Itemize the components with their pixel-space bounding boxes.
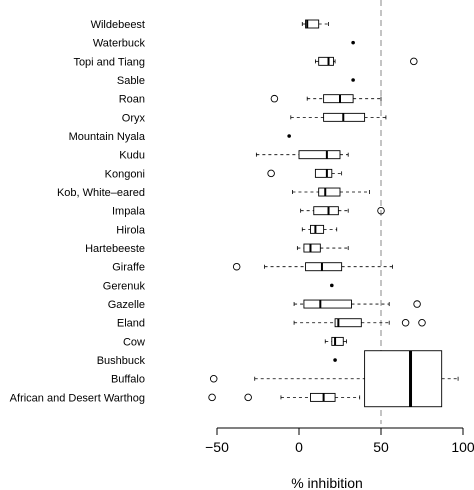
- box-group: [208, 392, 361, 402]
- category-label: Impala: [112, 206, 146, 218]
- outlier-point: [209, 374, 218, 383]
- category-label: Buffalo: [111, 374, 145, 386]
- median-point: [351, 40, 355, 45]
- iqr-box: [318, 56, 334, 66]
- box-group: [209, 350, 459, 408]
- outlier-point: [267, 169, 275, 178]
- x-tick-label: 0: [295, 439, 303, 455]
- iqr-box: [303, 243, 321, 253]
- x-tick-label: 100: [451, 439, 474, 455]
- box-group: [300, 206, 385, 216]
- category-label: Wildebeest: [91, 19, 145, 31]
- outlier-point: [413, 300, 421, 308]
- iqr-box: [334, 318, 362, 328]
- iqr-box: [305, 19, 320, 29]
- box-group: [293, 299, 421, 309]
- box-group: [232, 262, 393, 272]
- box-group: [333, 358, 337, 362]
- category-label: Hartebeeste: [85, 243, 145, 255]
- box-group: [301, 224, 338, 234]
- outlier-point: [410, 57, 418, 66]
- box-group: [287, 134, 291, 138]
- category-label: Sable: [117, 75, 145, 87]
- box-group: [292, 187, 370, 197]
- median-point: [330, 283, 334, 288]
- box-group: [314, 56, 418, 66]
- category-labels: Wildebeest Waterbuck Topi and Tiang Sable Ro…: [10, 19, 146, 404]
- iqr-box: [331, 336, 344, 346]
- category-label: African and Desert Warthog: [10, 392, 145, 404]
- box-group: [296, 243, 349, 253]
- x-tick-label: −50: [205, 439, 229, 455]
- outlier-point: [244, 393, 252, 402]
- category-label: Cow: [123, 336, 145, 348]
- category-label: Giraffe: [112, 262, 145, 274]
- iqr-box: [364, 350, 443, 408]
- x-axis-title: % inhibition: [291, 475, 363, 490]
- category-label: Mountain Nyala: [69, 131, 146, 143]
- iqr-box: [323, 94, 354, 104]
- category-label: Gazelle: [108, 299, 145, 311]
- outlier-point: [232, 262, 241, 271]
- iqr-box: [303, 299, 352, 309]
- box-group: [324, 336, 347, 346]
- median-point: [333, 358, 337, 362]
- boxes-layer: [208, 19, 459, 408]
- box-group: [351, 78, 355, 82]
- category-label: Kongoni: [105, 168, 145, 180]
- outlier-point: [418, 318, 426, 327]
- box-group: [301, 19, 329, 29]
- iqr-box: [314, 168, 333, 178]
- category-label: Kudu: [119, 150, 145, 162]
- category-label: Kob, White–eared: [57, 187, 145, 199]
- category-label: Oryx: [122, 112, 146, 124]
- category-label: Waterbuck: [93, 38, 146, 50]
- box-group: [290, 112, 387, 122]
- category-label: Eland: [117, 318, 145, 330]
- box-group: [351, 40, 355, 45]
- box-group: [255, 150, 349, 160]
- iqr-box: [298, 150, 341, 160]
- iqr-box: [305, 262, 343, 272]
- iqr-box: [310, 224, 325, 234]
- category-label: Gerenuk: [103, 280, 146, 292]
- median-point: [351, 78, 355, 82]
- category-label: Bushbuck: [97, 355, 146, 367]
- box-group: [267, 168, 343, 178]
- outlier-point: [208, 393, 216, 402]
- box-group: [270, 94, 382, 104]
- outlier-point: [270, 94, 279, 103]
- category-label: Topi and Tiang: [73, 56, 145, 68]
- x-tick-label: 50: [373, 439, 389, 455]
- iqr-box: [313, 206, 339, 216]
- category-label: Roan: [119, 94, 145, 106]
- category-label: Hirola: [116, 224, 146, 236]
- box-group: [330, 283, 334, 288]
- median-point: [287, 134, 291, 138]
- iqr-box: [318, 187, 341, 197]
- box-group: [293, 318, 426, 328]
- outlier-point: [401, 318, 410, 327]
- outlier-point: [377, 206, 385, 215]
- x-axis: −50 0 50 100: [205, 427, 474, 455]
